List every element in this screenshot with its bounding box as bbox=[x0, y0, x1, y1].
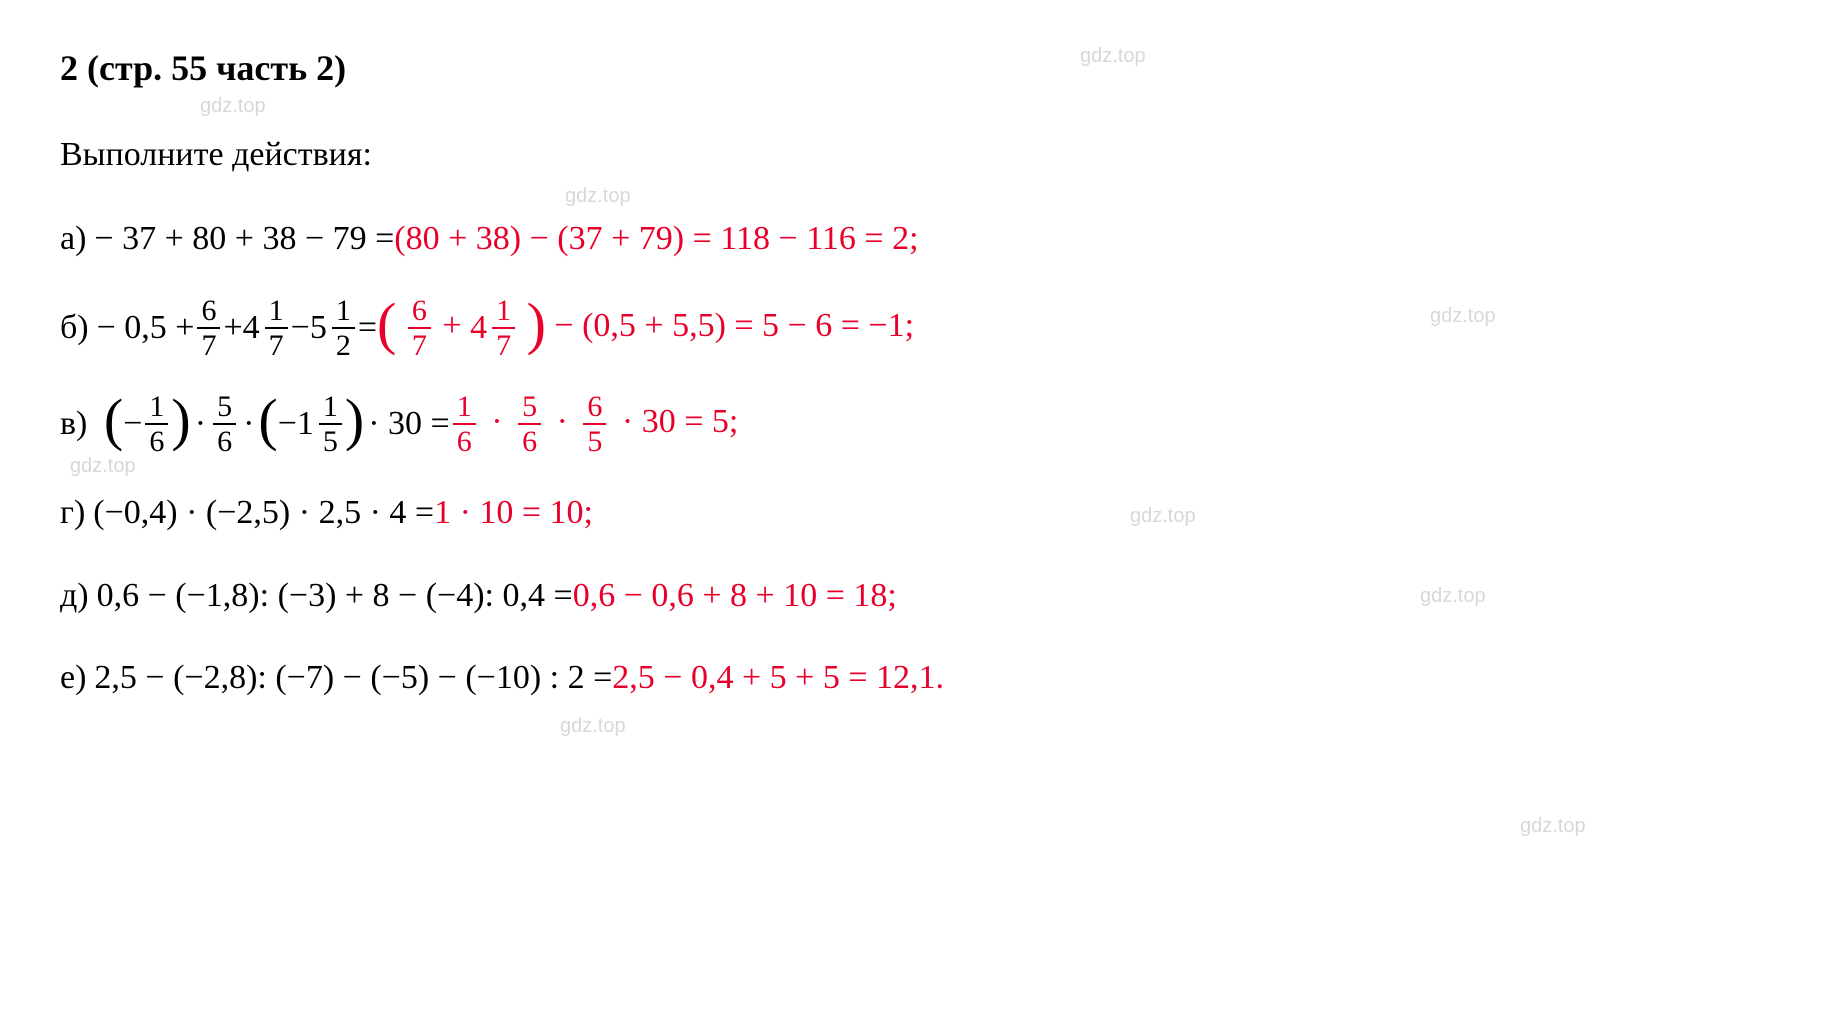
expression: 2,5 − (−2,8): (−7) − (−5) − (−10) : 2 = bbox=[94, 651, 612, 705]
answer: 2,5 − 0,4 + 5 + 5 = 12,1. bbox=[612, 651, 944, 705]
problem-b: б) − 0,5 + 6 7 + 4 1 7 − 5 1 2 = ( 6 7 +… bbox=[60, 294, 1770, 362]
problem-c: в) ( − 1 6 ) · 5 6 · ( − 1 1 5 ) · 30 = … bbox=[60, 390, 1770, 458]
problem-label: б) bbox=[60, 301, 89, 355]
mixed-number: 5 1 2 bbox=[310, 294, 358, 362]
expression-part: + bbox=[223, 301, 242, 355]
answer: (80 + 38) − (37 + 79) = 118 − 116 = 2; bbox=[394, 212, 918, 266]
answer: 1 6 · 5 6 · 6 5 · 30 = 5; bbox=[450, 390, 739, 458]
expression: (−0,4) · (−2,5) · 2,5 · 4 = bbox=[93, 486, 434, 540]
fraction: 5 6 bbox=[213, 390, 236, 458]
expression: − 37 + 80 + 38 − 79 = bbox=[94, 212, 394, 266]
answer: 0,6 − 0,6 + 8 + 10 = 18; bbox=[573, 569, 897, 623]
page-title: 2 (стр. 55 часть 2) bbox=[60, 40, 1770, 98]
problem-label: е) bbox=[60, 651, 86, 705]
expression: 0,6 − (−1,8): (−3) + 8 − (−4): 0,4 = bbox=[97, 569, 573, 623]
mixed-number: 4 1 7 bbox=[243, 294, 291, 362]
instruction: Выполните действия: bbox=[60, 128, 1770, 182]
problem-a: а) − 37 + 80 + 38 − 79 = (80 + 38) − (37… bbox=[60, 212, 1770, 266]
fraction: 6 7 bbox=[197, 294, 220, 362]
answer: 1 · 10 = 10; bbox=[434, 486, 593, 540]
mixed-number: 1 1 5 bbox=[297, 390, 345, 458]
expression-part: − bbox=[291, 301, 310, 355]
answer: ( 6 7 + 4 1 7 ) − (0,5 + 5,5) = 5 − 6 = … bbox=[377, 294, 914, 362]
problem-f: е) 2,5 − (−2,8): (−7) − (−5) − (−10) : 2… bbox=[60, 651, 1770, 705]
expression-part: − 0,5 + bbox=[97, 301, 195, 355]
problem-label: г) bbox=[60, 486, 85, 540]
problem-e: д) 0,6 − (−1,8): (−3) + 8 − (−4): 0,4 = … bbox=[60, 569, 1770, 623]
watermark: gdz.top bbox=[1520, 810, 1586, 842]
expression-part: = bbox=[358, 301, 377, 355]
problem-label: в) bbox=[60, 397, 87, 451]
problem-label: д) bbox=[60, 569, 89, 623]
watermark: gdz.top bbox=[560, 710, 626, 742]
fraction: 1 6 bbox=[145, 390, 168, 458]
problem-d: г) (−0,4) · (−2,5) · 2,5 · 4 = 1 · 10 = … bbox=[60, 486, 1770, 540]
problem-label: а) bbox=[60, 212, 86, 266]
watermark: gdz.top bbox=[565, 180, 631, 212]
